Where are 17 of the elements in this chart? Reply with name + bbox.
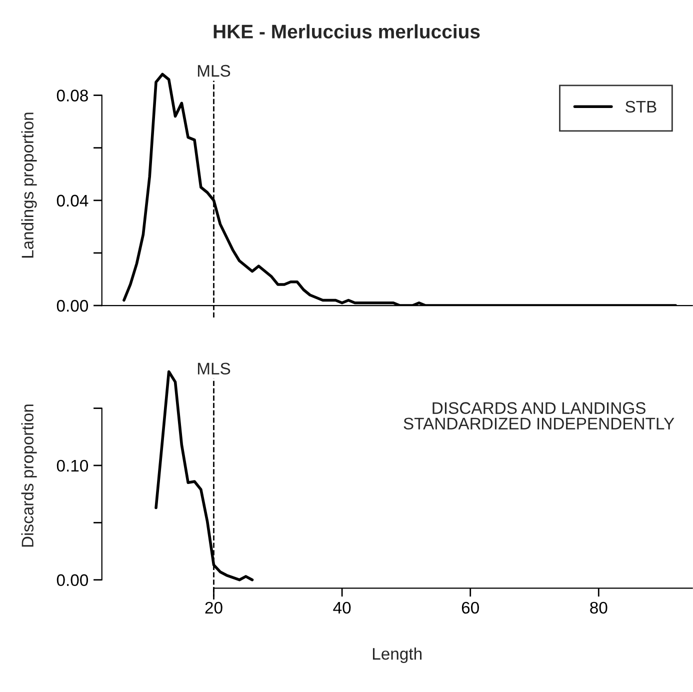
x-tick-label: 60: [462, 602, 479, 614]
x-tick-label: 80: [590, 602, 608, 614]
y-tick-label: 0.00: [56, 300, 88, 312]
y-tick-label: 0.08: [56, 90, 88, 102]
ref-line-label: MLS: [198, 64, 230, 77]
y-tick-label: 0.10: [56, 460, 88, 472]
ref-line-label: MLS: [198, 362, 230, 375]
y-axis-title: Discards proportion: [21, 404, 37, 547]
legend-label: STB: [626, 100, 656, 113]
x-tick-label: 20: [205, 602, 222, 614]
y-axis-title: Landings proportion: [21, 112, 37, 258]
y-tick-label: 0.00: [56, 574, 88, 586]
x-axis-title: Length: [372, 647, 422, 664]
chart-title: HKE - Merluccius merluccius: [214, 24, 480, 39]
annotation: DISCARDS AND LANDINGS STANDARDIZED INDEPENDENTLY: [404, 402, 674, 430]
x-tick-label: 40: [333, 602, 351, 614]
y-tick-label: 0.04: [56, 194, 88, 207]
